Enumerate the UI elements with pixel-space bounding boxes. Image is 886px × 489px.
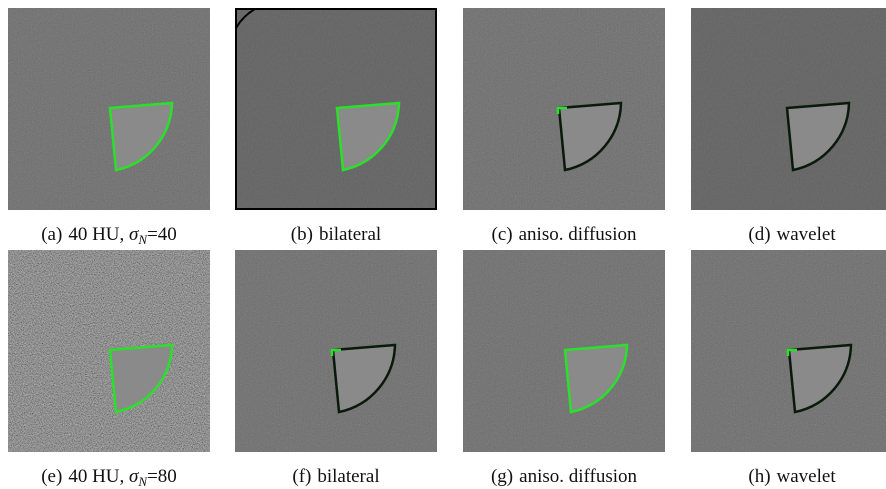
caption-label: (h) — [748, 466, 770, 487]
caption: (g) aniso. diffusion — [491, 466, 638, 487]
panel: (c) aniso. diffusion — [463, 8, 665, 245]
caption-text: 40 HU, — [68, 466, 129, 487]
caption-text: aniso. diffusion — [519, 466, 637, 487]
figure: (a)40 HU, σN=40(b)bilateral(c)aniso. dif… — [0, 0, 886, 489]
panel: (b) bilateral — [235, 8, 437, 245]
caption-text: aniso. diffusion — [519, 224, 637, 245]
caption: (a)40 HU, σN=40 — [41, 224, 177, 247]
caption-text: 40 HU, — [68, 224, 129, 245]
caption-label: (c) — [492, 224, 513, 245]
panel: (e)40 HU, σN=80 — [8, 250, 210, 489]
caption-text: bilateral — [317, 466, 379, 487]
caption: (d) wavelet — [748, 224, 836, 245]
caption: (c) aniso. diffusion — [492, 224, 637, 245]
caption-suffix: =80 — [147, 466, 177, 487]
panel: (g) aniso. diffusion — [463, 250, 665, 487]
caption-suffix: =40 — [147, 224, 177, 245]
caption: (e)40 HU, σN=80 — [41, 466, 177, 489]
caption-label: (f) — [292, 466, 311, 487]
caption: (h) wavelet — [748, 466, 836, 487]
caption-label: (g) — [491, 466, 513, 487]
caption: (f) bilateral — [292, 466, 379, 487]
caption-label: (a) — [41, 224, 62, 245]
caption-text: wavelet — [777, 466, 837, 487]
panel: (f) bilateral — [235, 250, 437, 487]
caption-label: (e) — [41, 466, 62, 487]
panel: (d) wavelet — [691, 8, 886, 245]
panel: (h) wavelet — [691, 250, 886, 487]
panel: (a)40 HU, σN=40 — [8, 8, 210, 247]
caption-text: wavelet — [777, 224, 837, 245]
caption-label: (b) — [291, 224, 313, 245]
caption-label: (d) — [748, 224, 770, 245]
caption: (b) bilateral — [291, 224, 381, 245]
caption-text: bilateral — [319, 224, 381, 245]
